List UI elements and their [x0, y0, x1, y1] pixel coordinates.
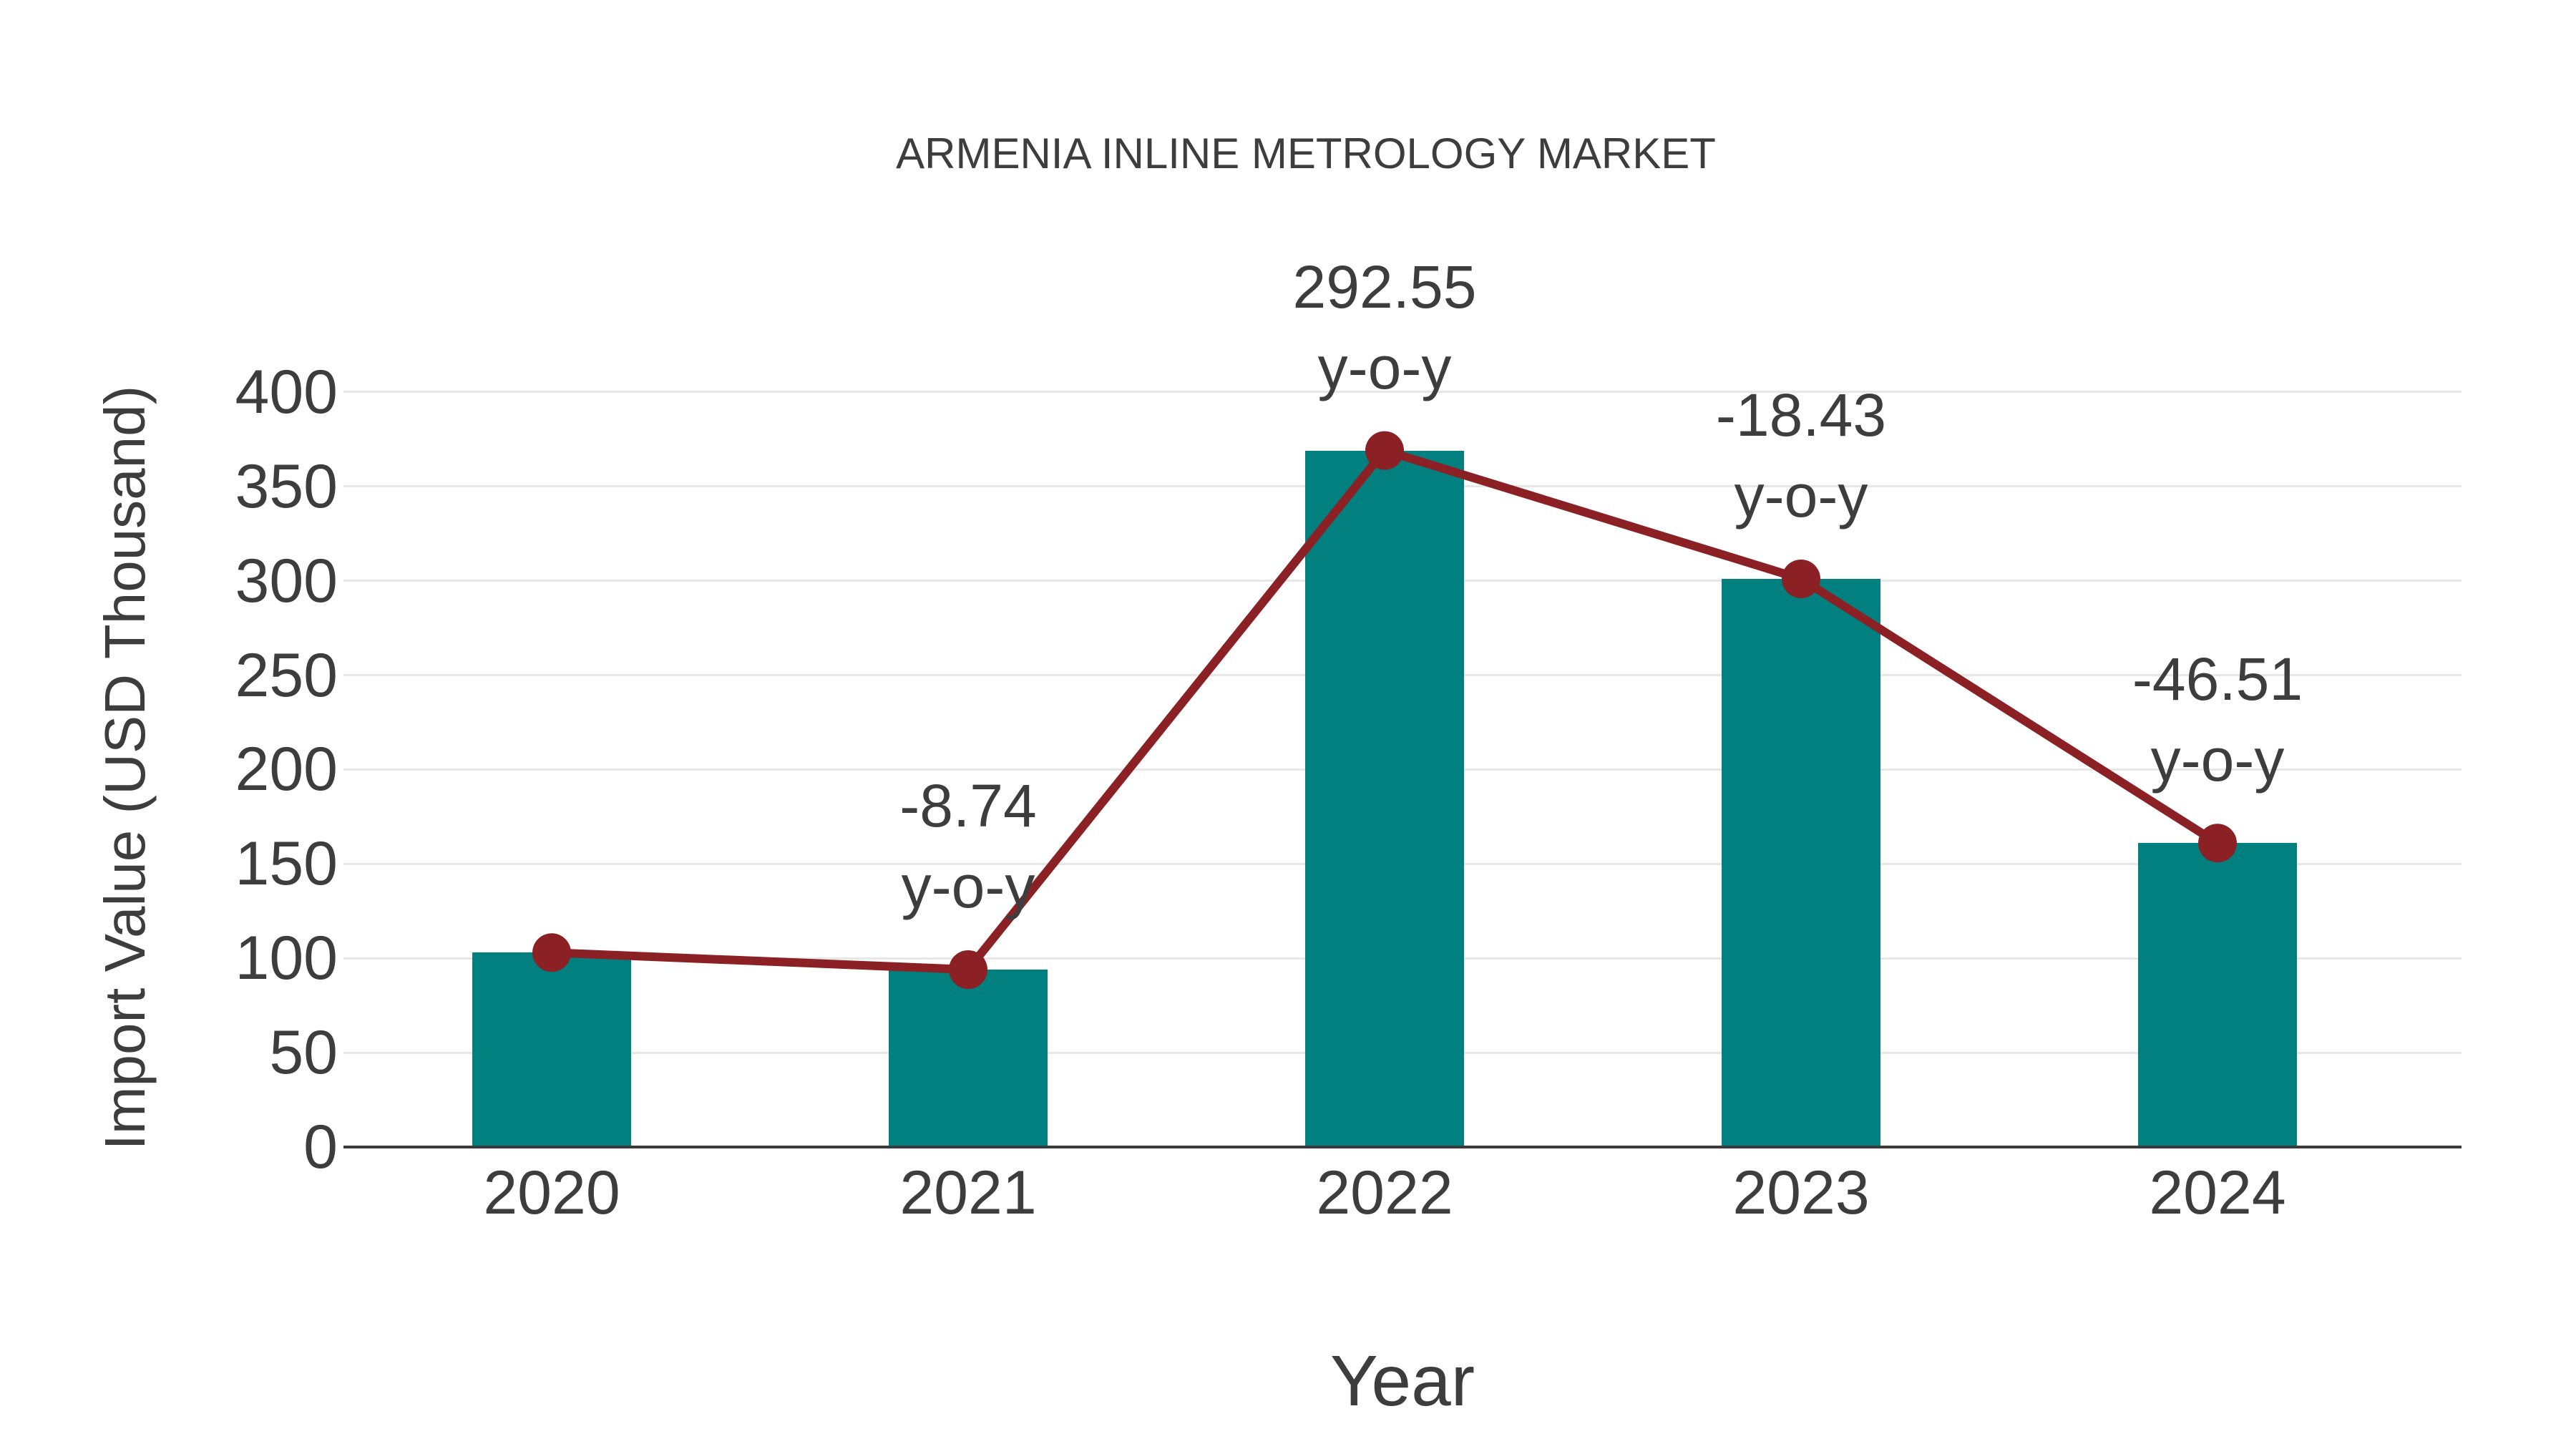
- x-tick-label-2022: 2022: [1316, 1158, 1453, 1227]
- annotation-suffix: y-o-y: [1317, 333, 1452, 401]
- annotation-suffix: y-o-y: [1734, 462, 1868, 530]
- x-tick-label-2024: 2024: [2149, 1158, 2286, 1227]
- annotation-suffix: y-o-y: [2150, 726, 2285, 794]
- annotation-suffix: y-o-y: [901, 853, 1035, 921]
- bar-2020: [472, 952, 631, 1147]
- annotation-2022: 292.55 y-o-y: [1220, 247, 1549, 409]
- annotation-2024: -46.51 y-o-y: [2053, 639, 2382, 801]
- y-tick-label-250: 250: [235, 640, 338, 710]
- gridline-400: [343, 391, 2462, 394]
- annotation-value: -46.51: [2132, 645, 2303, 713]
- y-tick-label-350: 350: [235, 452, 338, 521]
- x-axis-line: [343, 1146, 2462, 1148]
- annotation-2023: -18.43 y-o-y: [1636, 375, 1966, 537]
- bar-2022: [1305, 450, 1464, 1147]
- y-tick-label-0: 0: [303, 1113, 338, 1181]
- x-tick-label-2023: 2023: [1732, 1158, 1870, 1227]
- y-tick-label-150: 150: [235, 829, 338, 899]
- x-axis-title: Year: [1330, 1341, 1475, 1421]
- x-tick-label-2021: 2021: [899, 1158, 1037, 1227]
- chart-title: ARMENIA INLINE METROLOGY MARKET: [896, 130, 1716, 177]
- y-tick-label-400: 400: [235, 357, 338, 426]
- annotation-value: 292.55: [1292, 253, 1477, 321]
- y-tick-label-300: 300: [235, 546, 338, 615]
- bar-2021: [889, 970, 1048, 1147]
- annotation-value: -18.43: [1715, 381, 1887, 449]
- annotation-value: -8.74: [899, 772, 1037, 840]
- x-tick-label-2020: 2020: [483, 1158, 620, 1227]
- bar-2024: [2138, 843, 2297, 1147]
- y-tick-label-200: 200: [235, 735, 338, 804]
- bar-2023: [1722, 578, 1880, 1147]
- y-tick-label-100: 100: [235, 924, 338, 993]
- annotation-2021: -8.74 y-o-y: [804, 766, 1133, 927]
- y-tick-label-50: 50: [269, 1018, 338, 1088]
